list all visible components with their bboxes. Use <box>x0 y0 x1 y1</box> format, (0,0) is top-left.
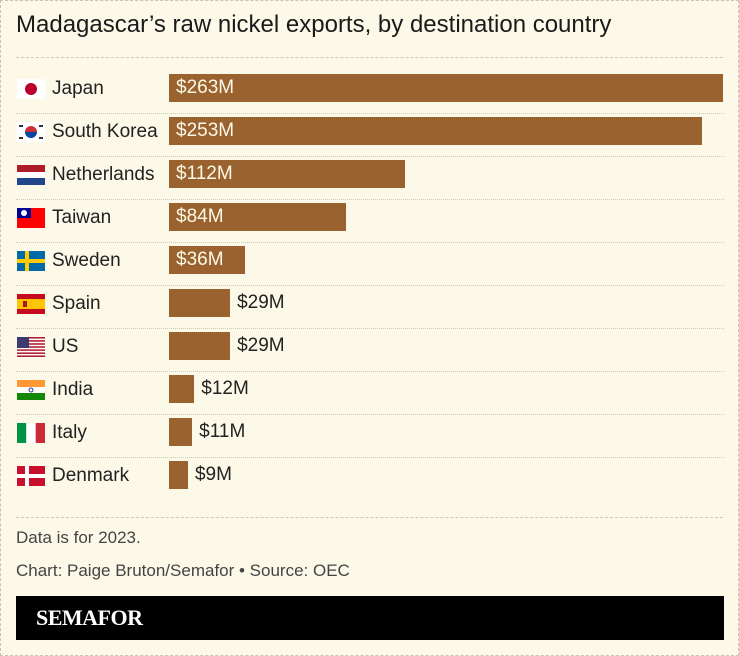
row-separator <box>16 113 724 114</box>
italy-flag-icon <box>17 423 45 443</box>
bar <box>169 74 723 102</box>
row-separator <box>16 457 724 458</box>
country-label: Taiwan <box>52 207 112 228</box>
bar <box>169 461 188 489</box>
bar-row: Sweden $36M <box>16 243 724 286</box>
bar-row: South Korea $253M <box>16 114 724 157</box>
bar-row: Taiwan $84M <box>16 200 724 243</box>
india-flag-icon <box>17 380 45 400</box>
semafor-logo: SEMAFOR <box>36 605 143 630</box>
bar-row: Spain $29M <box>16 286 724 329</box>
credit-line: Chart: Paige Bruton/Semafor • Source: OE… <box>16 561 350 580</box>
spain-flag-icon <box>17 294 45 314</box>
bar <box>169 246 245 274</box>
country-label: Sweden <box>52 250 121 271</box>
japan-flag-icon <box>17 79 45 99</box>
bar <box>169 289 231 317</box>
country-label: South Korea <box>52 121 158 142</box>
chart-title: Madagascar’s raw nickel exports, by dest… <box>16 11 612 38</box>
bar <box>169 332 231 360</box>
value-label: $29M <box>237 292 285 313</box>
divider <box>16 517 723 518</box>
row-separator <box>16 371 724 372</box>
bar-row: Japan $263M <box>16 71 724 114</box>
value-label: $36M <box>176 249 224 270</box>
bar-row: India $12M <box>16 372 724 415</box>
country-label: Spain <box>52 293 101 314</box>
denmark-flag-icon <box>17 466 45 486</box>
row-separator <box>16 199 724 200</box>
value-label: $84M <box>176 206 224 227</box>
country-label: Netherlands <box>52 164 155 185</box>
value-label: $9M <box>194 464 232 485</box>
row-separator <box>16 242 724 243</box>
country-label: US <box>52 336 79 357</box>
bar-row: Netherlands $112M <box>16 157 724 200</box>
bar <box>169 418 193 446</box>
sweden-flag-icon <box>17 251 45 271</box>
row-separator <box>16 414 724 415</box>
bar <box>169 117 702 145</box>
bar <box>169 160 405 188</box>
netherlands-flag-icon <box>17 165 45 185</box>
country-label: Japan <box>52 78 104 99</box>
divider <box>16 57 723 58</box>
data-note: Data is for 2023. <box>16 528 141 547</box>
us-flag-icon <box>17 337 45 357</box>
value-label: $12M <box>201 378 249 399</box>
value-label: $253M <box>176 120 235 141</box>
value-label: $11M <box>199 421 246 442</box>
row-separator <box>16 156 724 157</box>
row-separator <box>16 328 724 329</box>
country-label: Denmark <box>52 465 130 486</box>
row-separator <box>16 285 724 286</box>
bar-row: Italy $11M <box>16 415 724 458</box>
brand-bar: SEMAFOR <box>16 596 724 640</box>
bar-row: US $29M <box>16 329 724 372</box>
taiwan-flag-icon <box>17 208 45 228</box>
bar-row: Denmark $9M <box>16 458 724 501</box>
country-label: India <box>52 379 94 400</box>
bar <box>169 375 195 403</box>
south-korea-flag-icon <box>17 122 45 142</box>
bar <box>169 203 346 231</box>
value-label: $263M <box>176 77 235 98</box>
value-label: $112M <box>176 163 233 184</box>
value-label: $29M <box>237 335 285 356</box>
country-label: Italy <box>52 422 87 443</box>
